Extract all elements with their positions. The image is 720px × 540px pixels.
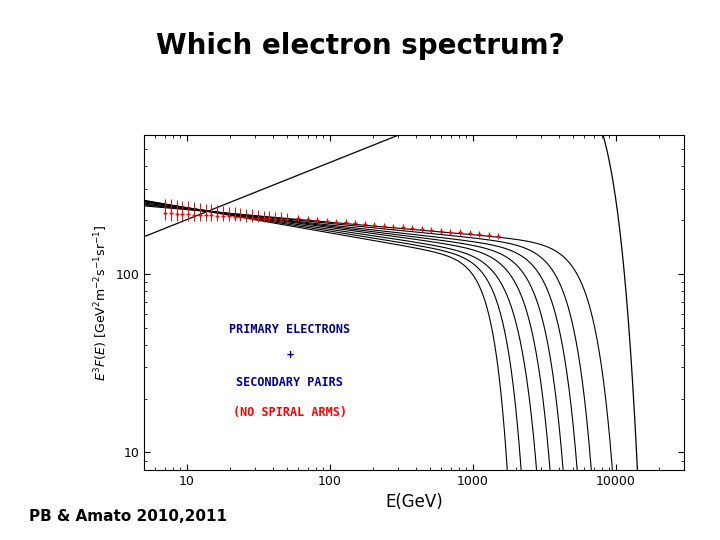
Text: +: +	[287, 349, 293, 362]
Text: SECONDARY PAIRS: SECONDARY PAIRS	[236, 376, 343, 389]
Text: (NO SPIRAL ARMS): (NO SPIRAL ARMS)	[233, 407, 347, 420]
Text: PB & Amato 2010,2011: PB & Amato 2010,2011	[29, 509, 227, 524]
Text: Which electron spectrum?: Which electron spectrum?	[156, 32, 564, 60]
X-axis label: E(GeV): E(GeV)	[385, 493, 443, 511]
Text: PRIMARY ELECTRONS: PRIMARY ELECTRONS	[229, 323, 351, 336]
Y-axis label: $E^3F(E)$ $[\rm{GeV}^2\rm{m}^{-2}\rm{s}^{-1}\rm{sr}^{-1}]$: $E^3F(E)$ $[\rm{GeV}^2\rm{m}^{-2}\rm{s}^…	[92, 224, 109, 381]
